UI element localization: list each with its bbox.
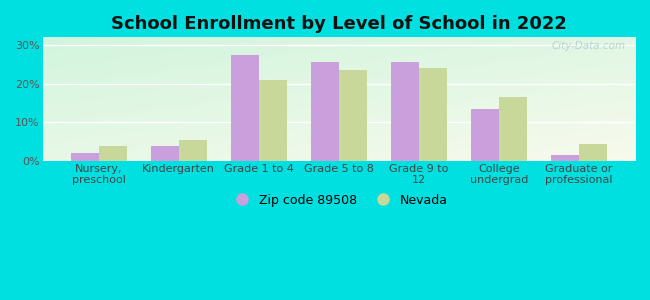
- Bar: [259, 80, 287, 161]
- Bar: [551, 155, 579, 161]
- Bar: [579, 144, 607, 161]
- Bar: [231, 55, 259, 161]
- Bar: [71, 153, 99, 161]
- Title: School Enrollment by Level of School in 2022: School Enrollment by Level of School in …: [111, 15, 567, 33]
- Bar: [179, 140, 207, 161]
- Bar: [419, 68, 447, 161]
- Bar: [471, 109, 499, 161]
- Bar: [151, 146, 179, 161]
- Bar: [339, 70, 367, 161]
- Bar: [499, 97, 527, 161]
- Bar: [311, 62, 339, 161]
- Bar: [391, 62, 419, 161]
- Legend: Zip code 89508, Nevada: Zip code 89508, Nevada: [224, 189, 453, 211]
- Text: City-Data.com: City-Data.com: [552, 41, 626, 51]
- Bar: [99, 146, 127, 161]
